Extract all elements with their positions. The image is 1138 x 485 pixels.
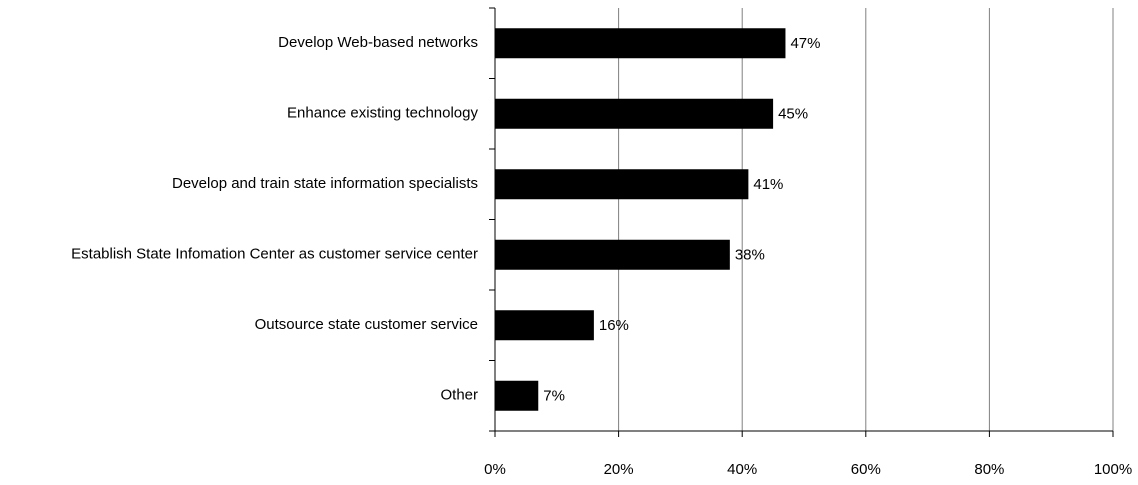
value-label: 41% — [753, 176, 783, 193]
y-tick-label: Develop and train state information spec… — [172, 175, 478, 192]
x-tick-label: 0% — [484, 461, 506, 478]
x-tick-label: 60% — [851, 461, 881, 478]
value-label: 38% — [735, 247, 765, 264]
bar — [495, 310, 594, 341]
x-tick-label: 80% — [974, 461, 1004, 478]
bar — [495, 380, 539, 411]
bar — [495, 169, 749, 200]
bar — [495, 239, 730, 270]
y-tick-label: Outsource state customer service — [255, 316, 478, 333]
y-tick-label: Develop Web-based networks — [278, 34, 478, 51]
value-label: 47% — [790, 35, 820, 52]
value-label: 7% — [543, 388, 565, 405]
bar — [495, 98, 774, 129]
x-tick-label: 20% — [604, 461, 634, 478]
value-label: 45% — [778, 106, 808, 123]
value-label: 16% — [599, 317, 629, 334]
x-tick-label: 100% — [1094, 461, 1132, 478]
y-tick-label: Enhance existing technology — [287, 105, 478, 122]
y-tick-label: Establish State Infomation Center as cus… — [71, 246, 478, 263]
bar — [495, 28, 786, 59]
y-tick-label: Other — [440, 387, 478, 404]
x-tick-label: 40% — [727, 461, 757, 478]
